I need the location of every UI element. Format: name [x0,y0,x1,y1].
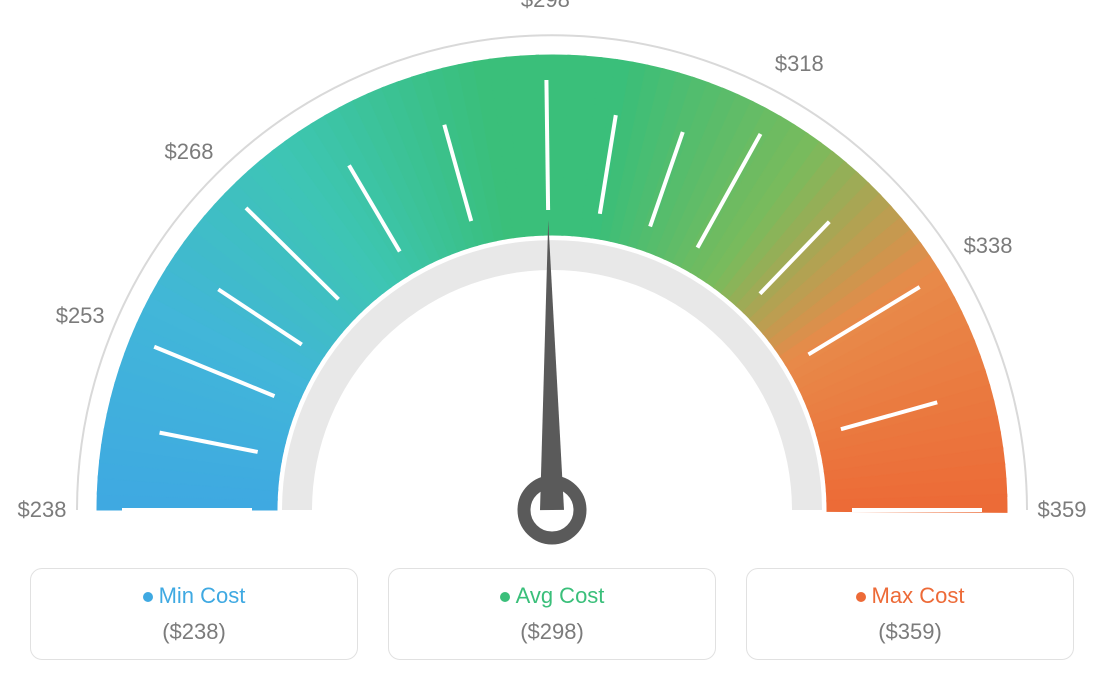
gauge-tick-label: $253 [56,303,105,329]
legend-avg-title-text: Avg Cost [516,583,605,608]
legend-max-value: ($359) [747,619,1073,645]
legend-max-title: Max Cost [747,583,1073,609]
cost-gauge-chart: $238 $253 $268 $298 $318 $338 $359 Min Cost ($… [0,0,1104,690]
legend-min-title-text: Min Cost [159,583,246,608]
legend-avg-value: ($298) [389,619,715,645]
gauge-tick-label: $318 [775,51,824,77]
legend-avg-title: Avg Cost [389,583,715,609]
legend-min-title: Min Cost [31,583,357,609]
dot-icon [856,592,866,602]
legend-max-title-text: Max Cost [872,583,965,608]
legend-max: Max Cost ($359) [746,568,1074,660]
gauge-svg [0,0,1104,560]
gauge-tick-label: $238 [18,497,67,523]
gauge-tick [546,80,548,210]
legend-row: Min Cost ($238) Avg Cost ($298) Max Cost… [30,568,1074,660]
dot-icon [143,592,153,602]
dot-icon [500,592,510,602]
gauge-tick-label: $298 [521,0,570,13]
legend-min: Min Cost ($238) [30,568,358,660]
gauge-tick-label: $338 [964,233,1013,259]
gauge-area: $238 $253 $268 $298 $318 $338 $359 [0,0,1104,560]
legend-avg: Avg Cost ($298) [388,568,716,660]
gauge-tick-label: $359 [1038,497,1087,523]
legend-min-value: ($238) [31,619,357,645]
gauge-tick-label: $268 [165,139,214,165]
